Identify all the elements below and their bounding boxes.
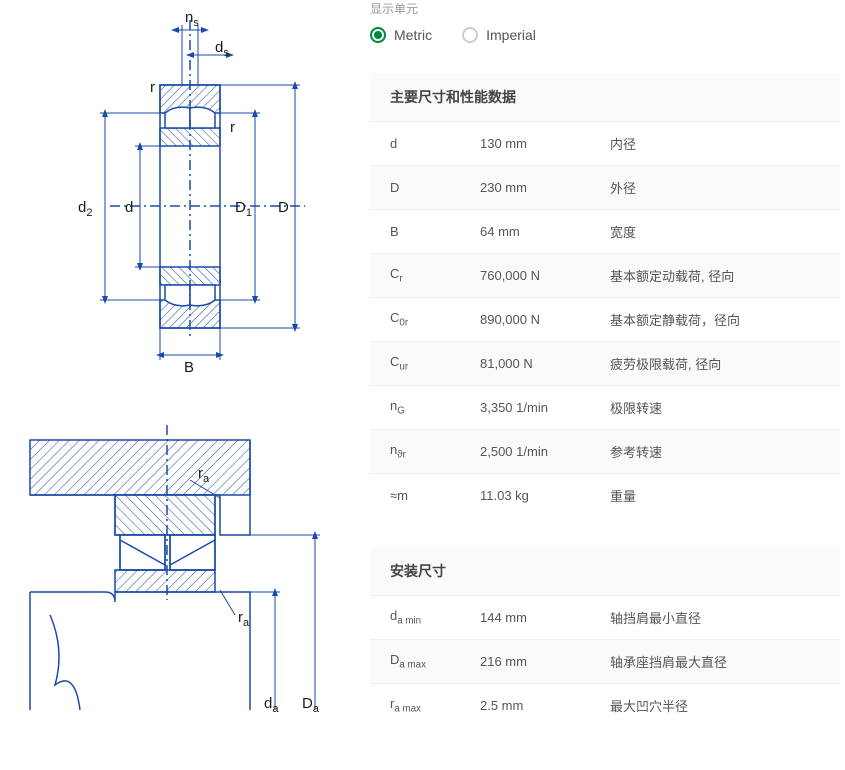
unit-metric-radio[interactable]: Metric — [370, 27, 432, 43]
desc-cell: 轴挡肩最小直径 — [590, 596, 840, 640]
table-row: Cur81,000 N疲劳极限载荷, 径向 — [370, 342, 840, 386]
unit-imperial-radio[interactable]: Imperial — [462, 27, 536, 43]
symbol-cell: C0r — [370, 298, 460, 342]
table-row: C0r890,000 N基本额定静载荷，径向 — [370, 298, 840, 342]
symbol-cell: Cr — [370, 254, 460, 298]
desc-cell: 重量 — [590, 474, 840, 518]
desc-cell: 宽度 — [590, 210, 840, 254]
desc-cell: 最大凹穴半径 — [590, 684, 840, 728]
symbol-cell: B — [370, 210, 460, 254]
svg-text:d: d — [125, 199, 133, 216]
desc-cell: 基本额定静载荷，径向 — [590, 298, 840, 342]
mounting-diagram: ra ra da Da — [20, 420, 340, 720]
unit-selector: Metric Imperial — [370, 27, 840, 43]
desc-cell: 极限转速 — [590, 386, 840, 430]
symbol-cell: nϑr — [370, 430, 460, 474]
radio-label: Imperial — [486, 27, 536, 43]
symbol-cell: da min — [370, 596, 460, 640]
mounting-data-table: da min144 mm轴挡肩最小直径Da max216 mm轴承座挡肩最大直径… — [370, 595, 840, 727]
svg-text:da: da — [264, 695, 279, 715]
value-cell: 81,000 N — [460, 342, 590, 386]
svg-text:ds: ds — [215, 39, 229, 59]
radio-label: Metric — [394, 27, 432, 43]
symbol-cell: Da max — [370, 640, 460, 684]
mounting-section-title: 安装尺寸 — [370, 547, 840, 595]
value-cell: 11.03 kg — [460, 474, 590, 518]
main-section-title: 主要尺寸和性能数据 — [370, 73, 840, 121]
table-row: Cr760,000 N基本额定动载荷, 径向 — [370, 254, 840, 298]
table-row: nG3,350 1/min极限转速 — [370, 386, 840, 430]
table-row: da min144 mm轴挡肩最小直径 — [370, 596, 840, 640]
value-cell: 64 mm — [460, 210, 590, 254]
value-cell: 230 mm — [460, 166, 590, 210]
value-cell: 2,500 1/min — [460, 430, 590, 474]
symbol-cell: Cur — [370, 342, 460, 386]
unit-selector-label: 显示单元 — [370, 0, 840, 17]
svg-text:Da: Da — [302, 695, 320, 715]
value-cell: 890,000 N — [460, 298, 590, 342]
value-cell: 144 mm — [460, 596, 590, 640]
desc-cell: 内径 — [590, 122, 840, 166]
svg-text:r: r — [150, 79, 155, 96]
desc-cell: 外径 — [590, 166, 840, 210]
symbol-cell: ra max — [370, 684, 460, 728]
svg-text:B: B — [184, 359, 194, 376]
value-cell: 130 mm — [460, 122, 590, 166]
value-cell: 3,350 1/min — [460, 386, 590, 430]
svg-text:D: D — [278, 199, 289, 216]
table-row: D230 mm外径 — [370, 166, 840, 210]
desc-cell: 轴承座挡肩最大直径 — [590, 640, 840, 684]
desc-cell: 基本额定动载荷, 径向 — [590, 254, 840, 298]
symbol-cell: d — [370, 122, 460, 166]
table-row: ra max2.5 mm最大凹穴半径 — [370, 684, 840, 728]
table-row: B64 mm宽度 — [370, 210, 840, 254]
radio-icon — [462, 27, 478, 43]
svg-text:d2: d2 — [78, 199, 92, 219]
value-cell: 760,000 N — [460, 254, 590, 298]
desc-cell: 疲劳极限载荷, 径向 — [590, 342, 840, 386]
bearing-cross-section-diagram: ns ds r r d2 d D1 D B — [30, 0, 330, 380]
svg-text:D1: D1 — [235, 199, 252, 219]
symbol-cell: nG — [370, 386, 460, 430]
svg-text:ra: ra — [238, 609, 250, 629]
desc-cell: 参考转速 — [590, 430, 840, 474]
radio-icon — [370, 27, 386, 43]
table-row: Da max216 mm轴承座挡肩最大直径 — [370, 640, 840, 684]
symbol-cell: D — [370, 166, 460, 210]
svg-text:ns: ns — [185, 9, 199, 29]
table-row: nϑr2,500 1/min参考转速 — [370, 430, 840, 474]
symbol-cell: ≈m — [370, 474, 460, 518]
value-cell: 216 mm — [460, 640, 590, 684]
table-row: d130 mm内径 — [370, 122, 840, 166]
table-row: ≈m11.03 kg重量 — [370, 474, 840, 518]
value-cell: 2.5 mm — [460, 684, 590, 728]
main-data-table: d130 mm内径D230 mm外径B64 mm宽度Cr760,000 N基本额… — [370, 121, 840, 517]
svg-text:r: r — [230, 119, 235, 136]
